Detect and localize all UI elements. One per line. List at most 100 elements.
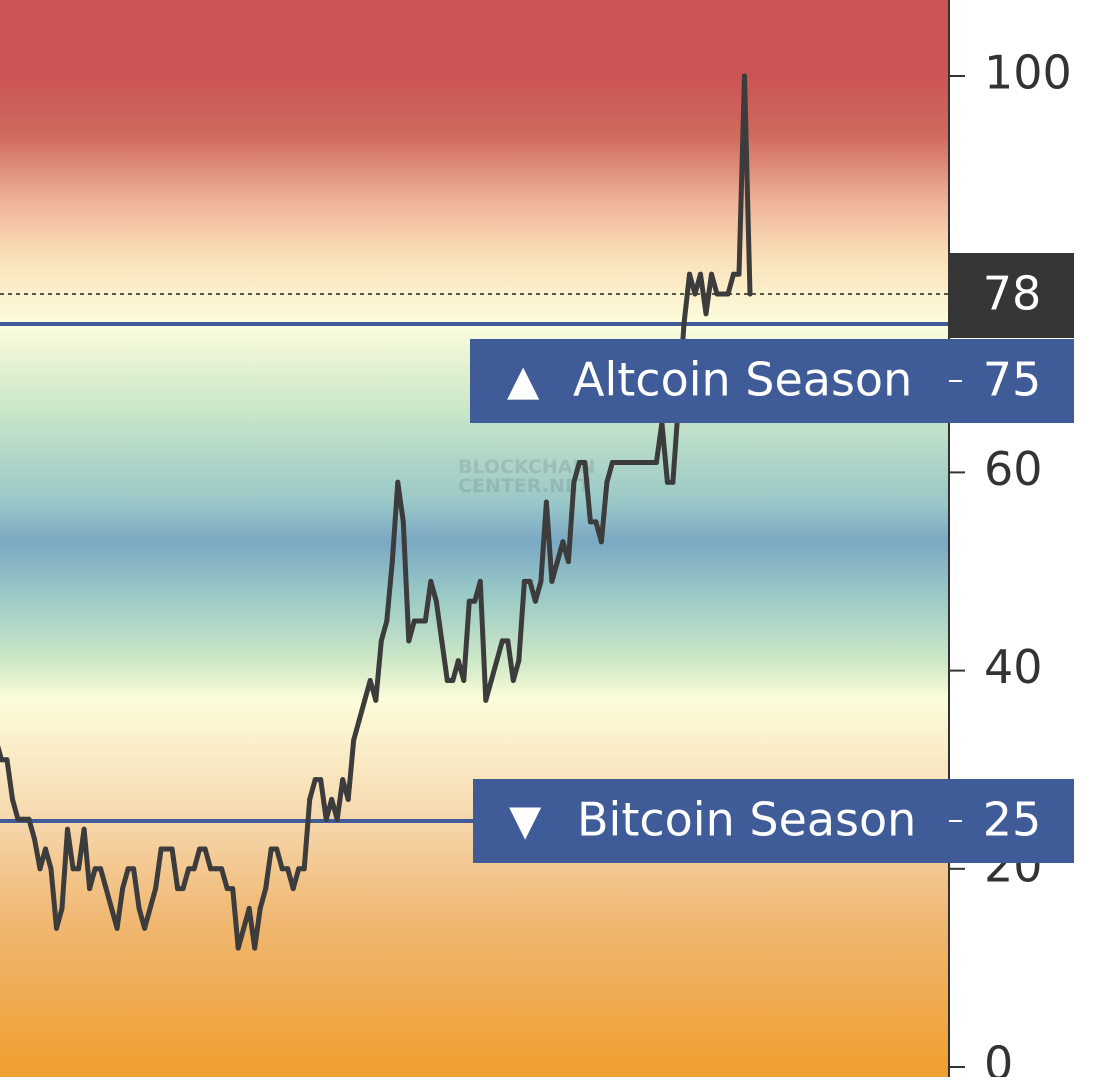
data-point-79 [428, 578, 434, 584]
data-point-70 [378, 638, 384, 644]
data-point-48 [257, 905, 263, 911]
data-point-44 [235, 945, 241, 951]
current-value-label: 78 [983, 267, 1042, 321]
data-point-78 [422, 618, 428, 624]
data-point-95 [516, 658, 522, 664]
data-point-27 [142, 925, 148, 931]
data-point-45 [241, 925, 247, 931]
data-point-43 [230, 886, 236, 892]
data-point-137 [747, 291, 753, 297]
data-point-42 [224, 886, 230, 892]
data-point-120 [653, 460, 659, 465]
data-point-9 [43, 846, 48, 852]
data-point-46 [246, 905, 252, 911]
data-point-57 [307, 796, 313, 802]
data-point-32 [169, 846, 175, 852]
data-point-10 [48, 866, 54, 872]
threshold-labels: ▲ Altcoin Season 75 ▼ Bitcoin Season 25 [470, 339, 1074, 863]
data-point-25 [131, 866, 137, 872]
data-point-53 [285, 866, 291, 872]
threshold-label-text-0: Altcoin Season [573, 353, 912, 407]
data-point-123 [670, 479, 676, 485]
data-point-119 [648, 460, 654, 465]
series-points [0, 73, 753, 951]
triangle-down-icon: ▼ [509, 796, 542, 845]
data-point-90 [488, 678, 494, 683]
data-point-17 [87, 886, 93, 892]
data-point-136 [742, 73, 747, 79]
data-point-28 [147, 905, 153, 911]
data-point-100 [543, 499, 549, 505]
data-point-49 [263, 886, 269, 892]
data-point-33 [175, 886, 181, 892]
data-point-59 [318, 777, 324, 783]
data-point-15 [76, 866, 82, 872]
threshold-label-1: ▼ Bitcoin Season 25 [473, 779, 1074, 863]
data-point-116 [631, 460, 637, 465]
data-point-18 [92, 866, 98, 872]
data-point-2 [4, 757, 10, 763]
data-point-52 [279, 866, 285, 872]
data-point-101 [549, 578, 555, 584]
data-point-80 [433, 598, 439, 604]
data-point-110 [598, 539, 604, 545]
data-point-8 [37, 866, 43, 872]
data-point-86 [466, 598, 472, 604]
data-point-115 [626, 460, 632, 465]
data-point-22 [114, 925, 120, 931]
data-point-85 [461, 678, 467, 683]
data-point-34 [180, 886, 186, 892]
data-point-1 [0, 757, 4, 763]
data-point-19 [98, 866, 104, 872]
data-point-131 [714, 291, 720, 297]
y-tick-label-0: 0 [984, 1037, 1013, 1078]
data-point-114 [620, 460, 626, 465]
data-point-77 [417, 618, 423, 624]
data-point-130 [709, 271, 714, 277]
watermark-line-1: BLOCKCHAIN [458, 456, 595, 478]
data-point-54 [290, 886, 296, 892]
data-point-92 [499, 638, 505, 644]
data-point-111 [604, 479, 610, 485]
current-value-box-bg [949, 253, 1074, 338]
data-point-56 [301, 866, 307, 872]
data-point-3 [10, 796, 15, 802]
axis-background [948, 0, 1104, 1077]
data-point-125 [681, 321, 687, 327]
data-point-74 [400, 519, 406, 525]
data-point-29 [153, 886, 159, 892]
data-point-102 [554, 559, 560, 565]
data-point-71 [384, 618, 390, 624]
data-point-88 [477, 578, 483, 584]
data-point-12 [59, 905, 65, 911]
data-point-39 [208, 866, 214, 872]
data-point-40 [213, 866, 219, 872]
data-point-127 [692, 291, 698, 297]
data-point-7 [32, 836, 37, 842]
data-point-117 [637, 460, 643, 465]
triangle-up-icon: ▲ [507, 356, 540, 405]
data-point-122 [664, 479, 670, 485]
data-point-55 [296, 866, 302, 872]
current-value-box: 78 [949, 253, 1074, 338]
y-tick-label-60: 60 [984, 442, 1043, 496]
data-point-89 [483, 697, 489, 703]
data-point-128 [698, 271, 703, 277]
threshold-label-0: ▲ Altcoin Season 75 [470, 339, 1074, 423]
data-point-135 [736, 271, 742, 277]
data-point-23 [120, 886, 126, 892]
data-point-73 [395, 479, 401, 485]
data-point-103 [560, 539, 566, 545]
data-point-67 [362, 697, 368, 703]
data-point-31 [164, 846, 170, 852]
data-point-61 [329, 796, 335, 802]
data-point-82 [444, 678, 450, 683]
data-point-118 [642, 460, 648, 465]
data-point-129 [703, 311, 709, 317]
data-point-75 [406, 638, 412, 644]
data-point-93 [505, 638, 511, 644]
data-point-64 [345, 796, 351, 802]
data-point-35 [186, 866, 192, 872]
